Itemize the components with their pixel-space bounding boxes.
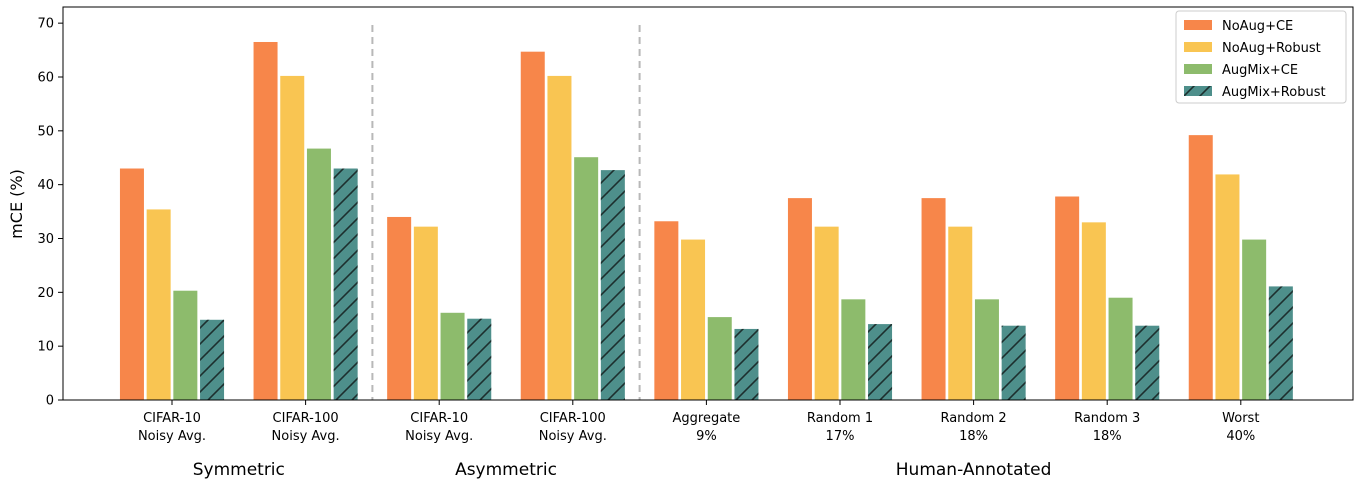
group-label-human-annotated: Human-Annotated [896,460,1052,480]
group-label-asymmetric: Asymmetric [455,460,557,480]
legend: NoAug+CE NoAug+Robust AugMix+CE AugMix+Robu… [1175,10,1347,104]
bar-noaug-robust-4 [681,239,706,400]
y-axis: 0 10 20 30 40 50 60 70 [37,17,63,409]
y-tick-label: 70 [37,17,54,32]
y-tick-label: 60 [37,70,54,85]
legend-label: NoAug+Robust [1222,41,1321,56]
x-tick-label-line2: Noisy Avg. [272,429,340,444]
bar-augmix-ce-5 [841,299,866,400]
bar-augmix-ce-0 [173,290,198,400]
bar-hatch-6 [1001,325,1026,400]
x-tick-label-line2: Noisy Avg. [539,429,607,444]
bar-augmix-ce-2 [440,312,465,400]
bar-noaug-robust-6 [948,226,973,400]
plot-frame [62,6,1354,401]
bar-augmix-ce-7 [1108,297,1133,400]
legend-swatch [1184,20,1212,30]
x-tick-label-line2: Noisy Avg. [405,429,473,444]
x-tick-label-line2: 18% [959,429,988,444]
x-tick-label-line1: Random 3 [1074,411,1140,426]
bar-noaug-ce-0 [119,168,144,400]
legend-swatch [1184,64,1212,74]
bar-hatch-8 [1268,286,1293,400]
bar-augmix-ce-8 [1242,239,1267,400]
bar-noaug-ce-2 [387,216,412,400]
bar-hatch-0 [200,319,225,400]
legend-box [1175,10,1347,104]
x-tick-label-line1: CIFAR-100 [273,411,339,426]
x-tick-label-line1: CIFAR-100 [540,411,606,426]
bar-augmix-ce-1 [306,148,331,400]
bar-noaug-robust-3 [547,75,572,400]
bar-hatch-4 [734,328,759,400]
bar-noaug-robust-0 [146,209,171,400]
bar-noaug-ce-3 [520,51,545,400]
bar-noaug-ce-5 [787,198,812,400]
y-tick-label: 40 [37,178,54,193]
bar-hatch-7 [1135,325,1160,400]
x-tick-label-line1: Random 2 [940,411,1006,426]
x-tick-label-line2: 40% [1226,429,1255,444]
bar-noaug-ce-1 [253,41,278,400]
bar-noaug-robust-5 [814,226,839,400]
x-tick-label-line1: CIFAR-10 [410,411,468,426]
group-labels: Symmetric Asymmetric Human-Annotated [193,460,1052,480]
x-tick-label-line2: 17% [826,429,855,444]
bar-hatch-5 [868,324,893,400]
bar-noaug-robust-7 [1081,222,1106,400]
x-tick-label-line1: Worst [1222,411,1259,426]
legend-label: AugMix+Robust [1222,85,1326,100]
y-tick-label: 10 [37,340,54,355]
legend-swatch [1184,42,1212,52]
x-tick-label-line1: CIFAR-10 [143,411,201,426]
bar-noaug-ce-4 [654,221,679,400]
bar-noaug-ce-7 [1055,196,1080,400]
bar-noaug-ce-8 [1188,135,1213,400]
x-tick-label-line1: Random 1 [807,411,873,426]
x-tick-label-line1: Aggregate [673,411,741,426]
group-label-symmetric: Symmetric [193,460,285,480]
x-tick-label-line2: 9% [696,429,717,444]
bar-augmix-ce-6 [974,299,999,400]
bars-layer [119,41,1293,400]
x-axis: CIFAR-10 Noisy Avg. CIFAR-100 Noisy Avg. CIF… [138,400,1259,444]
bar-noaug-robust-8 [1215,174,1240,400]
y-axis-label: mCE (%) [7,169,26,239]
bar-noaug-robust-1 [280,75,305,400]
x-tick-label-line2: Noisy Avg. [138,429,206,444]
legend-label: AugMix+CE [1222,63,1298,78]
x-tick-label-line2: 18% [1093,429,1122,444]
y-tick-label: 50 [37,124,54,139]
y-tick-label: 30 [37,232,54,247]
bar-augmix-ce-4 [707,317,732,400]
bar-hatch-1 [333,168,358,400]
legend-label: NoAug+CE [1222,19,1293,34]
bar-augmix-ce-3 [574,157,599,400]
legend-swatch-hatch [1184,86,1212,96]
group-separators [371,25,641,400]
bar-hatch-3 [600,170,625,400]
bar-noaug-ce-6 [921,198,946,400]
bar-hatch-2 [467,318,492,400]
y-tick-label: 20 [37,286,54,301]
bar-noaug-robust-2 [413,226,438,400]
y-tick-label: 0 [46,394,54,409]
